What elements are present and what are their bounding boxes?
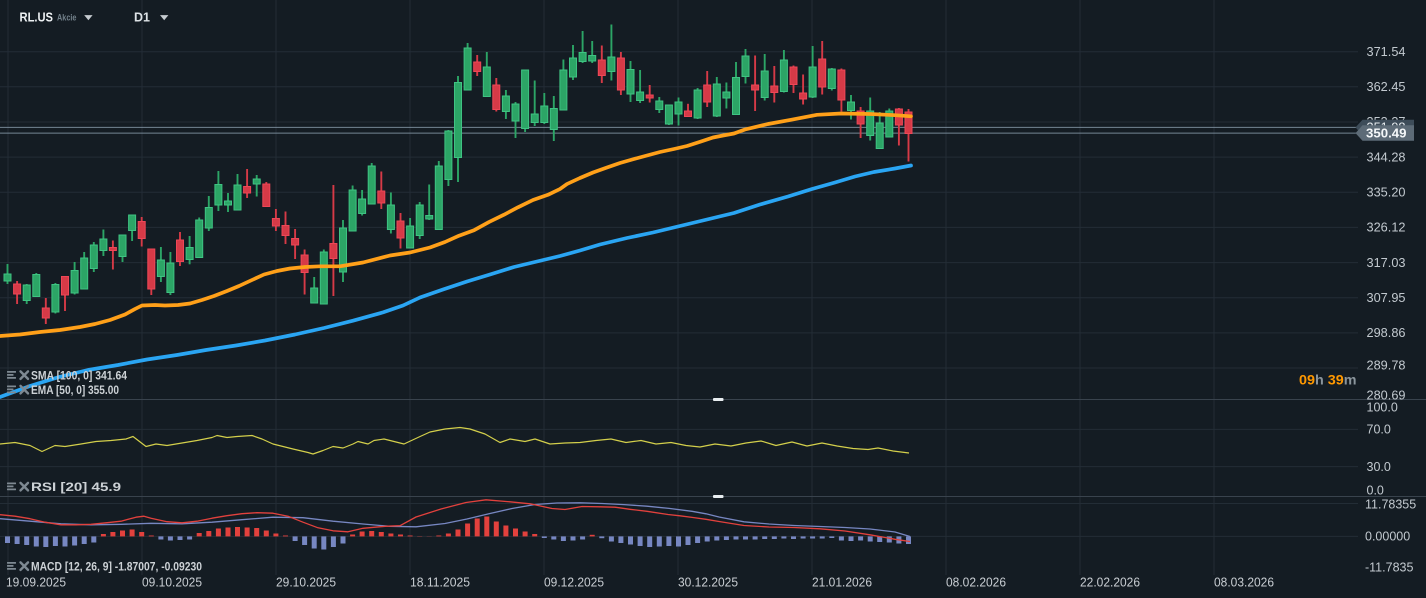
svg-text:30.12.2025: 30.12.2025 [678, 575, 738, 590]
svg-text:29.10.2025: 29.10.2025 [276, 575, 336, 590]
svg-text:100.0: 100.0 [1367, 401, 1398, 415]
svg-text:08.02.2026: 08.02.2026 [946, 575, 1006, 590]
svg-text:289.78: 289.78 [1367, 359, 1406, 373]
svg-text:18.11.2025: 18.11.2025 [410, 575, 470, 590]
svg-text:350.49: 350.49 [1366, 126, 1407, 141]
svg-text:09.10.2025: 09.10.2025 [142, 575, 202, 590]
svg-text:21.01.2026: 21.01.2026 [812, 575, 872, 590]
svg-text:SMA [100, 0] 341.64: SMA [100, 0] 341.64 [31, 371, 128, 383]
svg-text:0.0: 0.0 [1367, 484, 1384, 498]
svg-text:326.12: 326.12 [1367, 221, 1406, 235]
svg-text:30.0: 30.0 [1367, 460, 1391, 474]
svg-text:D1: D1 [134, 11, 150, 25]
svg-text:298.86: 298.86 [1367, 326, 1406, 340]
svg-text:Akcie: Akcie [57, 13, 77, 24]
svg-text:-11.7835: -11.7835 [1365, 561, 1413, 575]
svg-text:280.69: 280.69 [1367, 389, 1406, 403]
svg-text:70.0: 70.0 [1367, 423, 1391, 437]
svg-text:09.12.2025: 09.12.2025 [544, 575, 604, 590]
svg-text:335.20: 335.20 [1367, 186, 1406, 200]
svg-text:08.03.2026: 08.03.2026 [1214, 575, 1274, 590]
svg-text:09h 39m: 09h 39m [1299, 372, 1357, 387]
svg-text:11.78355: 11.78355 [1365, 498, 1416, 512]
svg-text:362.45: 362.45 [1367, 80, 1406, 94]
svg-text:344.28: 344.28 [1367, 150, 1406, 164]
svg-text:22.02.2026: 22.02.2026 [1080, 575, 1140, 590]
svg-text:371.54: 371.54 [1367, 45, 1406, 59]
svg-text:317.03: 317.03 [1367, 256, 1406, 270]
svg-text:MACD [12, 26, 9] -1.87007, -0.: MACD [12, 26, 9] -1.87007, -0.09230 [31, 562, 202, 574]
svg-text:RSI [20] 45.9: RSI [20] 45.9 [31, 482, 121, 494]
svg-text:EMA [50, 0] 355.00: EMA [50, 0] 355.00 [31, 385, 119, 397]
svg-text:RL.US: RL.US [20, 10, 54, 25]
svg-text:0.00000: 0.00000 [1365, 530, 1410, 544]
svg-text:19.09.2025: 19.09.2025 [6, 575, 66, 590]
svg-text:307.95: 307.95 [1367, 291, 1406, 305]
